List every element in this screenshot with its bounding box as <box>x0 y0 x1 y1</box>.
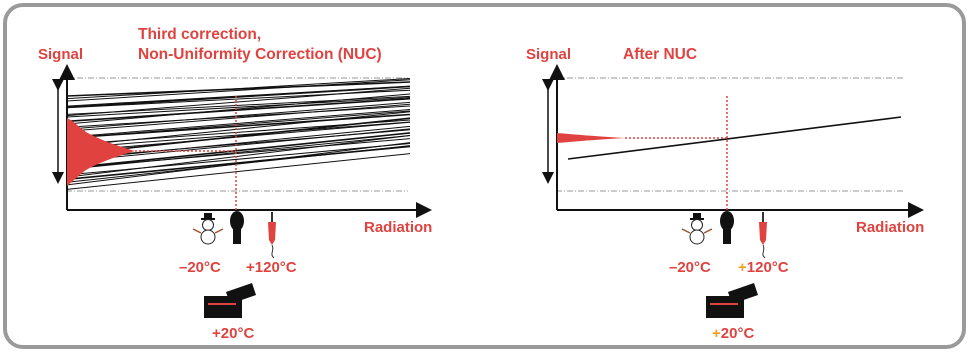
pixel-response-line <box>66 101 411 130</box>
right-title: After NUC <box>623 46 698 63</box>
left-camera-temp: +20°C <box>212 325 255 342</box>
right-x-axis-label: Radiation <box>856 219 925 236</box>
pixel-response-line <box>66 78 411 100</box>
right-camera-temp: +20°C <box>712 325 754 343</box>
pixel-response-line <box>66 153 411 190</box>
pixel-response-line <box>66 109 411 138</box>
pixel-response-line <box>66 121 411 149</box>
hair-dryer-icon <box>230 211 244 244</box>
left-title-line2: Non-Uniformity Correction (NUC) <box>138 46 382 63</box>
pixel-response-line <box>66 125 411 161</box>
pixel-response-line <box>66 93 411 125</box>
right-hot-temp-value: 120°C <box>746 259 789 276</box>
pixel-response-line <box>66 85 411 109</box>
left-signal-distribution <box>67 118 135 186</box>
left-cold-temp: –20°C <box>179 259 221 276</box>
right-camera-temp-value: 20°C <box>720 325 755 342</box>
left-pixel-response-lines <box>66 78 411 190</box>
right-cold-temp: –20°C <box>669 259 711 276</box>
left-hot-temp: +120°C <box>246 259 297 276</box>
pixel-response-line <box>66 110 411 139</box>
pixel-response-line <box>66 143 411 176</box>
snowman-icon <box>681 213 713 245</box>
pixel-response-line <box>66 121 411 153</box>
right-graph <box>542 64 924 318</box>
soldering-iron-icon <box>759 212 767 259</box>
pixel-response-line <box>66 135 411 170</box>
right-camera-temp-sign: + <box>712 325 721 342</box>
pixel-response-line <box>66 105 411 128</box>
pixel-response-line <box>66 103 411 132</box>
pixel-response-line <box>66 128 411 163</box>
left-x-axis-label: Radiation <box>364 219 433 236</box>
left-title-line1: Third correction, <box>138 26 262 43</box>
soldering-iron-icon <box>268 212 276 259</box>
right-y-axis-label: Signal <box>526 46 572 63</box>
pixel-response-line <box>66 97 411 118</box>
pixel-response-line <box>66 79 411 102</box>
right-signal-distribution <box>557 133 625 143</box>
right-corrected-response-line <box>567 116 902 160</box>
camera-icon <box>706 283 758 318</box>
right-hot-temp: +120°C <box>738 259 789 277</box>
snowman-icon <box>192 213 224 245</box>
pixel-response-line <box>66 132 411 169</box>
pixel-response-line <box>66 97 411 123</box>
camera-icon <box>204 283 256 318</box>
left-y-axis-label: Signal <box>38 46 84 63</box>
outer-frame <box>3 3 966 349</box>
pixel-response-line <box>66 145 411 183</box>
hair-dryer-icon <box>720 211 734 244</box>
right-hot-temp-sign: + <box>738 259 747 276</box>
left-graph <box>52 64 432 318</box>
